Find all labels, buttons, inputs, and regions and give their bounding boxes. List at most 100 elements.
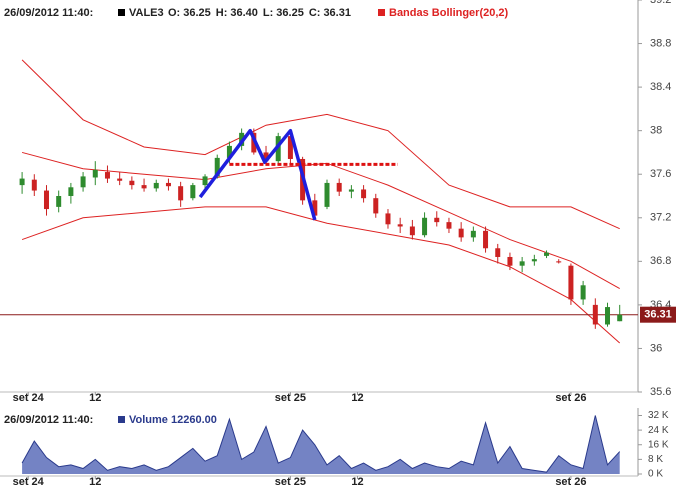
candle-body: [287, 136, 293, 159]
quote-name: H:: [216, 7, 228, 19]
candle-body: [80, 176, 86, 188]
candle-body: [507, 256, 513, 266]
candle-body: [361, 189, 367, 199]
x-tick-label: set 24: [13, 476, 45, 488]
candle-body: [19, 178, 25, 186]
timestamp: 26/09/2012 11:40:: [4, 414, 93, 426]
x-tick-label: set 25: [275, 392, 306, 404]
candle-body: [556, 261, 562, 263]
y-tick-label: 24 K: [648, 425, 669, 436]
x-tick-label: set 26: [555, 476, 586, 488]
quote-name: L:: [263, 7, 273, 19]
candle-body: [531, 259, 537, 262]
candle-body: [104, 172, 110, 179]
candle-body: [312, 200, 318, 216]
quote-value: 36.25: [183, 7, 211, 19]
candle-body: [263, 152, 269, 162]
candle-body: [202, 176, 208, 186]
symbol: VALE3: [129, 7, 164, 19]
volume-value: 12260.00: [171, 414, 217, 426]
y-tick-label: 38: [650, 125, 662, 137]
candle-body: [214, 157, 220, 177]
quote-value: 36.25: [276, 7, 304, 19]
y-tick-label: 8 K: [648, 454, 663, 465]
legend-swatch: [378, 9, 385, 16]
candle-body: [336, 182, 342, 192]
candle-body: [373, 198, 379, 214]
quote: O: 36.25 H: 36.40 L: 36.25 C: 36.31: [168, 7, 351, 19]
y-tick-label: 0 K: [648, 469, 663, 480]
volume-name: Volume: [129, 414, 168, 426]
y-tick-label: 39.2: [650, 0, 671, 6]
candle-body: [434, 217, 440, 223]
bollinger-lower: [21, 206, 621, 344]
candle-body: [31, 179, 37, 191]
x-tick-label: set 26: [555, 392, 586, 404]
candle-body: [483, 230, 489, 249]
volume-line: [21, 415, 621, 473]
x-tick-label: set 25: [275, 476, 306, 488]
candle-body: [141, 185, 147, 189]
y-tick-label: 35.6: [650, 386, 671, 398]
candle-body: [409, 226, 415, 236]
legend: 26/09/2012 11:40: VALE3 Bandas Bollinger…: [4, 7, 509, 426]
candle-body: [129, 180, 135, 186]
legend-swatch: [118, 416, 125, 423]
price-tag: [640, 306, 676, 323]
candle-body: [153, 182, 159, 189]
candle-body: [592, 304, 598, 325]
plot-area: 35.63636.436.837.237.63838.438.839.2set …: [0, 0, 676, 488]
quote-name: C:: [309, 7, 321, 19]
candle-body: [580, 285, 586, 300]
volume-legend: Volume 12260.00: [129, 414, 217, 426]
quote-value: 36.31: [323, 7, 351, 19]
y-tick-label: 37.6: [650, 168, 671, 180]
candle-body: [117, 178, 123, 181]
indicator-name: Bandas Bollinger(20,2): [389, 7, 509, 19]
candle-body: [165, 182, 171, 187]
candle-body: [275, 136, 281, 162]
candle-body: [397, 224, 403, 227]
candle-body: [605, 307, 611, 325]
y-tick-label: 32 K: [648, 410, 669, 421]
candle-body: [68, 187, 74, 196]
bollinger-upper: [21, 59, 620, 230]
candle-body: [92, 169, 98, 178]
candle-body: [458, 228, 464, 238]
x-tick-label: 12: [351, 392, 363, 404]
candle-body: [446, 222, 452, 229]
y-tick-label: 16 K: [648, 439, 669, 450]
candle-body: [470, 230, 476, 238]
x-tick-label: set 24: [13, 392, 45, 404]
timestamp: 26/09/2012 11:40:: [4, 7, 93, 19]
legend-swatch: [118, 9, 125, 16]
candle-body: [568, 265, 574, 300]
volume-area: 32 K 24 K 16 K 8 K 0 K: [21, 410, 669, 480]
quote-value: 36.40: [230, 7, 258, 19]
volume-area: [22, 415, 620, 474]
candle-body: [519, 261, 525, 266]
candle-body: [544, 252, 550, 256]
drawing: [198, 128, 317, 221]
candle-body: [385, 213, 391, 225]
x-tick-label: 12: [89, 476, 101, 488]
candle-body: [56, 196, 62, 207]
candle-body: [190, 185, 196, 199]
price-tag-label: 36.31: [644, 309, 672, 321]
y-tick-label: 38.8: [650, 37, 671, 49]
x-tick-label: 12: [89, 392, 101, 404]
y-tick-label: 38.4: [650, 81, 671, 93]
y-tick-label: 36: [650, 342, 662, 354]
candle-body: [324, 182, 330, 207]
x-tick-label: 12: [351, 476, 363, 488]
y-tick-label: 37.2: [650, 212, 671, 224]
quote-name: O:: [168, 7, 180, 19]
candle-body: [617, 314, 623, 322]
candle-body: [43, 190, 49, 210]
candle-body: [178, 186, 184, 201]
candle-body: [226, 145, 232, 158]
candle-body: [348, 189, 354, 192]
candle-body: [495, 248, 501, 257]
